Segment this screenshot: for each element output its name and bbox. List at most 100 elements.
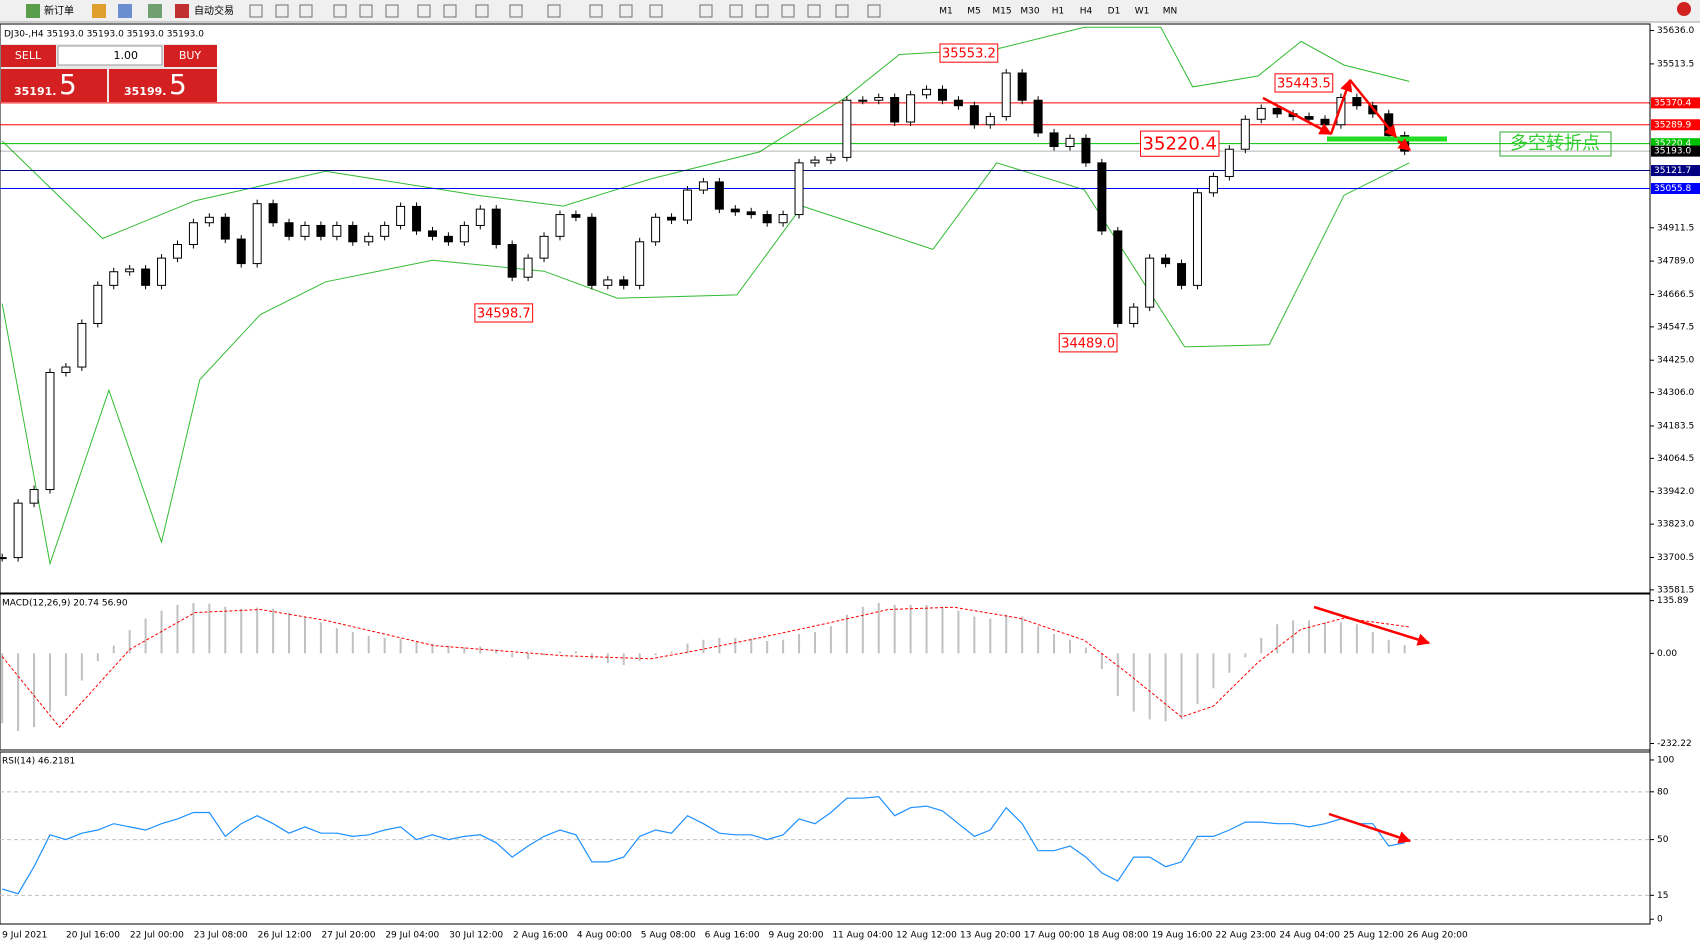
arrow (1349, 79, 1397, 138)
lot-input[interactable] (57, 45, 163, 66)
candle (29, 489, 39, 504)
price-callout (1058, 333, 1118, 353)
y-tick-label: 34547.5 (1657, 322, 1694, 332)
sell-label[interactable]: SELL (15, 49, 42, 62)
timeframe-button[interactable]: M5 (967, 7, 981, 17)
timeframe-button[interactable]: M30 (1020, 7, 1039, 17)
y-tick-label: 34064.5 (1657, 454, 1694, 464)
price-callout-label: 34489.0 (1061, 336, 1115, 351)
toolbar-icon[interactable] (835, 4, 849, 18)
toolbar-icon[interactable] (729, 4, 743, 18)
candle (332, 224, 342, 237)
y-tick-label: 34911.5 (1657, 223, 1694, 233)
x-tick-label: 2 Aug 16:00 (513, 931, 568, 941)
candle (698, 181, 708, 191)
y-tick-label: 33823.0 (1657, 520, 1694, 530)
candle (778, 214, 788, 224)
auto-trading-icon[interactable] (175, 4, 189, 18)
price-callout-label: 35443.5 (1277, 76, 1331, 91)
y-tick-label: 34183.5 (1657, 421, 1694, 431)
toolbar-icon[interactable] (249, 4, 263, 18)
toolbar-icon[interactable] (359, 4, 373, 18)
toolbar-icon[interactable] (475, 4, 489, 18)
y-tick-label: -232.22 (1657, 739, 1692, 749)
price-callout-label: 34598.7 (477, 306, 531, 321)
toolbar-icon[interactable] (118, 4, 132, 18)
timeframe-button[interactable]: MN (1163, 7, 1178, 17)
timeframe-button[interactable]: M1 (939, 7, 953, 17)
candle (603, 279, 613, 286)
y-tick-label: 0 (1657, 915, 1663, 925)
timeframe-bar: M1 M5 M15 M30 H1 H4 D1 W1 MN (939, 7, 1177, 17)
sell-price-box[interactable] (1, 69, 107, 102)
candle (45, 371, 55, 491)
candle (380, 224, 390, 237)
toolbar-icon[interactable] (333, 4, 347, 18)
buy-price-box[interactable] (109, 69, 217, 102)
candle (300, 224, 310, 237)
macd-pane (0, 593, 1651, 751)
x-tick-label: 22 Aug 23:00 (1215, 931, 1276, 941)
lot-value[interactable]: 1.00 (114, 49, 139, 62)
candle (730, 208, 740, 213)
toolbar-icon[interactable] (589, 4, 603, 18)
y-tick-label: 15 (1657, 891, 1668, 901)
timeframe-button[interactable]: H1 (1052, 7, 1065, 17)
x-tick-label: 20 Jul 16:00 (66, 931, 120, 941)
toolbar-icon[interactable] (781, 4, 795, 18)
candle (125, 268, 135, 273)
candle (619, 279, 629, 286)
timeframe-button[interactable]: H4 (1080, 7, 1093, 17)
toolbar-icon[interactable] (509, 4, 523, 18)
candle (268, 203, 278, 224)
toolbar-icon[interactable] (807, 4, 821, 18)
timeframe-button[interactable]: W1 (1135, 7, 1150, 17)
notification-icon[interactable] (1677, 2, 1691, 16)
candle (953, 99, 963, 107)
toolbar-icon[interactable] (699, 4, 713, 18)
level-label: 35193.0 (1654, 147, 1691, 157)
auto-trading-button[interactable]: 自动交易 (194, 4, 234, 17)
candle (1177, 263, 1187, 286)
toolbar-icon[interactable] (649, 4, 663, 18)
buy-button[interactable] (164, 45, 217, 67)
level-tag (1651, 145, 1700, 157)
toolbar-icon[interactable] (92, 4, 106, 18)
x-tick-label: 5 Aug 08:00 (641, 931, 696, 941)
price-callout (939, 43, 999, 63)
toolbar-icon[interactable] (619, 4, 633, 18)
candle (842, 99, 852, 158)
candle (188, 222, 198, 246)
candle (762, 214, 772, 224)
bollinger-band (1, 162, 1410, 566)
candle (1256, 107, 1266, 120)
arrow (1313, 605, 1431, 646)
arrow (1328, 812, 1412, 844)
sell-button[interactable] (1, 45, 56, 67)
macd-signal (1, 606, 1410, 728)
toolbar-icon[interactable] (547, 4, 561, 18)
toolbar-icon[interactable] (385, 4, 399, 18)
buy-label[interactable]: BUY (179, 49, 202, 62)
level-tag (1651, 165, 1700, 177)
timeframe-button[interactable]: M15 (992, 7, 1011, 17)
toolbar-icon[interactable] (275, 4, 289, 18)
toolbar-icon[interactable] (755, 4, 769, 18)
candle (0, 557, 7, 560)
new-order-button[interactable]: 新订单 (44, 4, 74, 17)
y-tick-label: 33700.5 (1657, 553, 1694, 563)
toolbar-icon[interactable] (417, 4, 431, 18)
candle (810, 159, 820, 164)
toolbar-icons (249, 4, 881, 18)
toolbar-icon[interactable] (148, 4, 162, 18)
toolbar-icon[interactable] (867, 4, 881, 18)
toolbar-icon[interactable] (299, 4, 313, 18)
toolbar-icon[interactable] (443, 4, 457, 18)
candle (1224, 148, 1234, 177)
candle (1161, 257, 1171, 265)
new-order-icon[interactable] (26, 4, 40, 18)
candle (746, 211, 756, 216)
timeframe-button[interactable]: D1 (1108, 7, 1121, 17)
x-tick-label: 24 Aug 04:00 (1279, 931, 1340, 941)
candle (1065, 137, 1075, 148)
